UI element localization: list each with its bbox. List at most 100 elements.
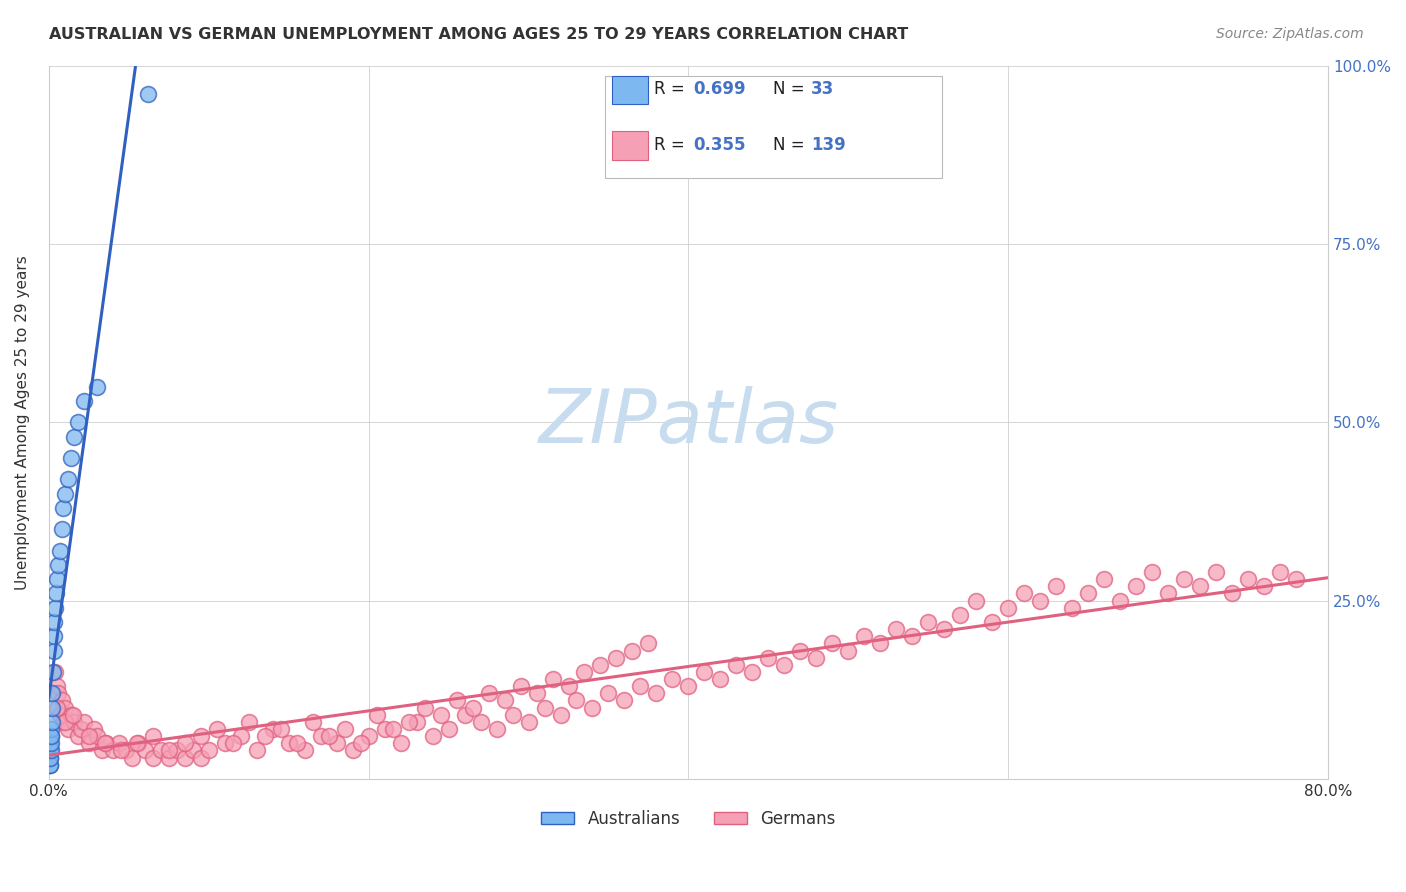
Point — [981, 615, 1004, 629]
Point — [294, 743, 316, 757]
Text: N =: N = — [773, 80, 810, 98]
Point — [49, 707, 72, 722]
Point — [229, 729, 252, 743]
Point — [134, 743, 156, 757]
Point — [38, 750, 60, 764]
Point — [69, 722, 91, 736]
Point — [41, 714, 63, 729]
Point — [1125, 579, 1147, 593]
Point — [238, 714, 260, 729]
Point — [42, 665, 65, 679]
Point — [1268, 565, 1291, 579]
Point — [630, 679, 652, 693]
Point — [101, 743, 124, 757]
Point — [1285, 572, 1308, 586]
Point — [485, 722, 508, 736]
Point — [41, 686, 63, 700]
Point — [46, 558, 69, 572]
Point — [45, 586, 67, 600]
Point — [541, 672, 564, 686]
Point — [93, 736, 115, 750]
Point — [405, 714, 427, 729]
Point — [83, 722, 105, 736]
Point — [429, 707, 451, 722]
Point — [39, 750, 62, 764]
Point — [470, 714, 492, 729]
Point — [806, 650, 828, 665]
Point — [108, 736, 131, 750]
Point — [39, 736, 62, 750]
Point — [44, 615, 66, 629]
Point — [453, 707, 475, 722]
Point — [1092, 572, 1115, 586]
Point — [66, 729, 89, 743]
Legend: Australians, Germans: Australians, Germans — [534, 804, 842, 835]
Point — [285, 736, 308, 750]
Point — [38, 757, 60, 772]
Point — [246, 743, 269, 757]
Point — [136, 87, 159, 102]
Point — [53, 486, 76, 500]
Point — [142, 750, 165, 764]
Point — [502, 707, 524, 722]
Point — [121, 750, 143, 764]
Point — [39, 729, 62, 743]
Text: 0.699: 0.699 — [693, 80, 745, 98]
Point — [342, 743, 364, 757]
Point — [398, 714, 420, 729]
Point — [581, 700, 603, 714]
Point — [44, 600, 66, 615]
Point — [366, 707, 388, 722]
Point — [142, 729, 165, 743]
Point — [389, 736, 412, 750]
Point — [262, 722, 284, 736]
Point — [422, 729, 444, 743]
Point — [965, 593, 987, 607]
Point — [901, 629, 924, 643]
Point — [526, 686, 548, 700]
Point — [86, 379, 108, 393]
Point — [90, 743, 112, 757]
Point — [39, 743, 62, 757]
Point — [869, 636, 891, 650]
Point — [1045, 579, 1067, 593]
Point — [533, 700, 555, 714]
Point — [758, 650, 780, 665]
Text: 0.355: 0.355 — [693, 136, 745, 153]
Point — [374, 722, 396, 736]
Point — [39, 729, 62, 743]
Point — [53, 714, 76, 729]
Point — [39, 722, 62, 736]
Point — [73, 393, 96, 408]
Point — [853, 629, 876, 643]
Point — [63, 429, 86, 443]
Point — [325, 736, 347, 750]
Point — [997, 600, 1019, 615]
Point — [509, 679, 531, 693]
Point — [1077, 586, 1099, 600]
Point — [678, 679, 700, 693]
Point — [1173, 572, 1195, 586]
Point — [197, 743, 219, 757]
Point — [221, 736, 243, 750]
Point — [62, 707, 84, 722]
Point — [86, 729, 108, 743]
Point — [66, 415, 89, 429]
Point — [693, 665, 716, 679]
Point — [318, 729, 340, 743]
Point — [51, 693, 73, 707]
Point — [127, 736, 149, 750]
Point — [557, 679, 579, 693]
Point — [1014, 586, 1036, 600]
Point — [42, 643, 65, 657]
Point — [114, 743, 136, 757]
Point — [821, 636, 844, 650]
Point — [477, 686, 499, 700]
Point — [789, 643, 811, 657]
Point — [637, 636, 659, 650]
Point — [52, 714, 75, 729]
Point — [934, 622, 956, 636]
Point — [1062, 600, 1084, 615]
Y-axis label: Unemployment Among Ages 25 to 29 years: Unemployment Among Ages 25 to 29 years — [15, 255, 30, 590]
Point — [49, 543, 72, 558]
